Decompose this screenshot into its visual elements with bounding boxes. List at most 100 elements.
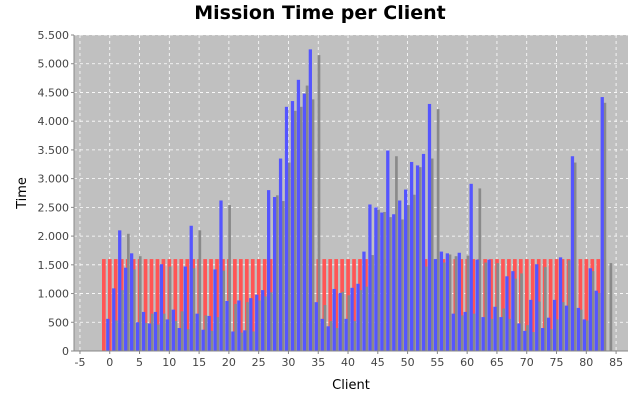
shadow-bar [508, 318, 511, 351]
mission-time-bar [195, 313, 199, 351]
shadow-bar [448, 254, 452, 351]
mission-time-bar [457, 252, 461, 351]
shadow-bar [335, 328, 339, 351]
shadow-bar [532, 332, 535, 351]
shadow-bar [347, 295, 351, 351]
shadow-bar [597, 292, 601, 351]
shadow-bar [561, 302, 565, 351]
shadow-bar [526, 325, 529, 351]
mission-time-bar [112, 288, 116, 351]
y-axis-label: Time [15, 177, 30, 210]
x-tick-label: 25 [252, 356, 266, 369]
mission-time-bar [374, 207, 378, 351]
mission-time-bar [219, 200, 223, 351]
shadow-bar [502, 308, 505, 351]
y-tick-label: 2.500 [38, 201, 70, 214]
shadow-bar [454, 256, 458, 351]
mission-time-bar [469, 183, 473, 351]
shadow-bar [407, 205, 410, 351]
y-tick-label: 5.000 [38, 58, 70, 71]
mission-time-bar [183, 266, 187, 351]
x-tick-label: 75 [550, 356, 564, 369]
mission-time-bar [499, 317, 503, 351]
mission-time-bar [582, 319, 587, 351]
x-tick-label: 80 [579, 356, 593, 369]
x-axis-label: Client [332, 378, 370, 393]
bars-layer [102, 49, 613, 352]
reference-bar [459, 259, 464, 351]
x-tick-label: 20 [222, 356, 236, 369]
shadow-bar [585, 320, 589, 351]
mission-time-bar [576, 307, 581, 351]
mission-time-bar [529, 299, 533, 351]
mission-time-bar [326, 326, 330, 351]
shadow-bar [466, 255, 470, 351]
shadow-bar [395, 156, 398, 351]
shadow-bar [293, 110, 297, 351]
shadow-bar [472, 313, 476, 351]
shadow-bar [269, 292, 273, 351]
mission-time-bar [284, 106, 289, 351]
mission-time-bar [564, 305, 569, 351]
y-tick-label: 5.500 [38, 29, 70, 42]
shadow-bar [156, 324, 160, 351]
shadow-bar [299, 106, 303, 351]
y-tick-label: 0 [62, 345, 69, 358]
reference-bar [501, 259, 505, 351]
shadow-bar [192, 268, 196, 351]
x-tick-label: 40 [341, 356, 355, 369]
shadow-bar [436, 109, 440, 352]
mission-time-bar [427, 103, 432, 351]
mission-time-bar [267, 190, 271, 351]
mission-time-bar [130, 253, 134, 351]
shadow-bar [353, 321, 357, 351]
shadow-bar [258, 300, 261, 351]
shadow-bar [281, 201, 285, 351]
x-tick-label: -5 [74, 356, 85, 369]
reference-bar [334, 259, 339, 351]
mission-time-bar [505, 276, 509, 351]
reference-bar [185, 259, 190, 351]
shadow-bar [442, 262, 446, 351]
y-tick-label: 3.500 [38, 144, 70, 157]
reference-bar [143, 259, 148, 351]
mission-time-bar [124, 267, 128, 351]
shadow-bar [478, 188, 482, 351]
shadow-bar [579, 309, 583, 351]
mission-time-bar [409, 161, 414, 351]
mission-time-bar [237, 300, 241, 351]
mission-time-bar [433, 259, 438, 351]
x-tick-label: 5 [136, 356, 143, 369]
reference-bar [507, 259, 511, 351]
y-tick-label: 4.000 [38, 115, 70, 128]
mission-time-bar [517, 323, 521, 351]
shadow-bar [371, 255, 374, 351]
mission-time-bar [302, 93, 307, 351]
mission-time-bar [475, 259, 479, 351]
reference-bar [548, 259, 553, 351]
mission-time-bar [320, 318, 324, 351]
mission-time-bar [594, 290, 598, 351]
shadow-bar [412, 194, 416, 351]
x-tick-label: 60 [460, 356, 474, 369]
shadow-bar [424, 266, 428, 351]
shadow-bar [490, 318, 494, 351]
reference-bar [161, 259, 166, 351]
x-tick-label: 30 [281, 356, 295, 369]
shadow-bar [138, 256, 142, 351]
x-tick-label: 55 [430, 356, 444, 369]
y-tick-label: 4.500 [38, 86, 70, 99]
reference-bar [173, 259, 178, 351]
shadow-bar [549, 329, 553, 351]
mission-time-bar [332, 288, 336, 351]
x-tick-label: 65 [490, 356, 504, 369]
shadow-bar [186, 329, 190, 351]
mission-time-bar [588, 268, 592, 351]
shadow-bar [264, 296, 267, 351]
x-tick-label: 35 [311, 356, 325, 369]
reference-bar [471, 259, 476, 351]
shadow-bar [496, 263, 500, 351]
mission-time-bar [225, 301, 229, 351]
shadow-bar [555, 319, 559, 351]
x-tick-label: 10 [162, 356, 176, 369]
